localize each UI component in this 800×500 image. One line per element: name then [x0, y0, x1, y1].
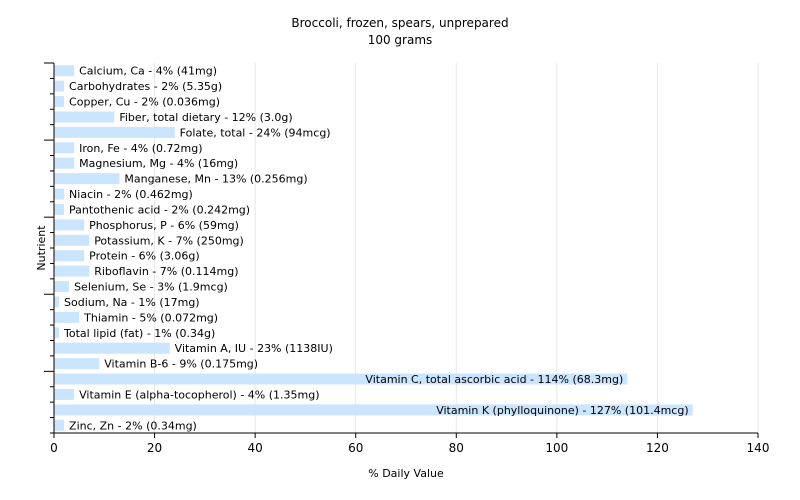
bar [54, 157, 75, 169]
bar [54, 142, 75, 154]
axes: 0 20 40 60 80 100 120 140 [44, 62, 770, 455]
bar [54, 404, 693, 416]
bar-label: Thiamin - 5% (0.072mg) [83, 311, 218, 324]
bar [54, 296, 60, 308]
bar-label: Total lipid (fat) - 1% (0.34g) [63, 327, 215, 340]
bar [54, 111, 115, 123]
x-tick-label: 120 [646, 441, 669, 455]
bar-label: Vitamin A, IU - 23% (1138IU) [175, 342, 333, 355]
grid-lines [154, 63, 759, 433]
bar [54, 65, 75, 77]
bar-label: Iron, Fe - 4% (0.72mg) [79, 142, 202, 155]
x-tick-label: 100 [545, 441, 568, 455]
bar-label: Niacin - 2% (0.462mg) [69, 188, 193, 201]
x-tick-label: 0 [50, 441, 58, 455]
bar [54, 250, 85, 262]
bar [54, 173, 120, 185]
bar-label: Riboflavin - 7% (0.114mg) [94, 265, 238, 278]
bar-label: Phosphorus, P - 6% (59mg) [89, 219, 239, 232]
bar-label: Vitamin K (phylloquinone) - 127% (101.4m… [436, 404, 688, 417]
bar [54, 327, 60, 339]
bar [54, 203, 65, 215]
bar [54, 419, 65, 431]
y-axis-label: Nutrient [35, 225, 48, 271]
bar-label: Vitamin C, total ascorbic acid - 114% (6… [365, 373, 623, 386]
bar-label: Folate, total - 24% (94mcg) [180, 126, 331, 139]
bar [54, 80, 65, 92]
x-axis-label: % Daily Value [368, 467, 444, 480]
bar-label: Calcium, Ca - 4% (41mg) [79, 65, 217, 78]
bar [54, 388, 75, 400]
bar [54, 373, 628, 385]
bar-label: Sodium, Na - 1% (17mg) [64, 296, 200, 309]
bar [54, 234, 90, 246]
chart-title: Broccoli, frozen, spears, unprepared [291, 16, 508, 30]
x-tick-label: 40 [248, 441, 263, 455]
x-tick-label: 140 [747, 441, 770, 455]
bar [54, 96, 65, 108]
x-tick-label: 80 [449, 441, 464, 455]
bar [54, 311, 80, 323]
bar-label: Copper, Cu - 2% (0.036mg) [69, 96, 220, 109]
bar [54, 281, 70, 293]
bar-label: Magnesium, Mg - 4% (16mg) [79, 157, 238, 170]
bar [54, 126, 175, 138]
bar-label: Zinc, Zn - 2% (0.34mg) [69, 419, 197, 432]
bar-label: Potassium, K - 7% (250mg) [94, 234, 244, 247]
x-tick-label: 20 [147, 441, 162, 455]
bar-label: Fiber, total dietary - 12% (3.0g) [119, 111, 292, 124]
x-tick-label: 60 [348, 441, 363, 455]
bar-label: Vitamin E (alpha-tocopherol) - 4% (1.35m… [79, 388, 319, 401]
bar-label: Vitamin B-6 - 9% (0.175mg) [104, 358, 258, 371]
bar-label: Manganese, Mn - 13% (0.256mg) [124, 173, 307, 186]
bar-label: Protein - 6% (3.06g) [89, 250, 200, 263]
bar-label: Carbohydrates - 2% (5.35g) [69, 80, 222, 93]
chart-subtitle: 100 grams [368, 33, 433, 47]
bar [54, 265, 90, 277]
bar [54, 188, 65, 200]
bar [54, 342, 170, 354]
bar-label: Pantothenic acid - 2% (0.242mg) [69, 203, 250, 216]
bar [54, 219, 85, 231]
bars: Calcium, Ca - 4% (41mg) Carbohydrates - 2… [54, 65, 693, 432]
bar [54, 358, 100, 370]
bar-label: Selenium, Se - 3% (1.9mcg) [74, 281, 228, 294]
